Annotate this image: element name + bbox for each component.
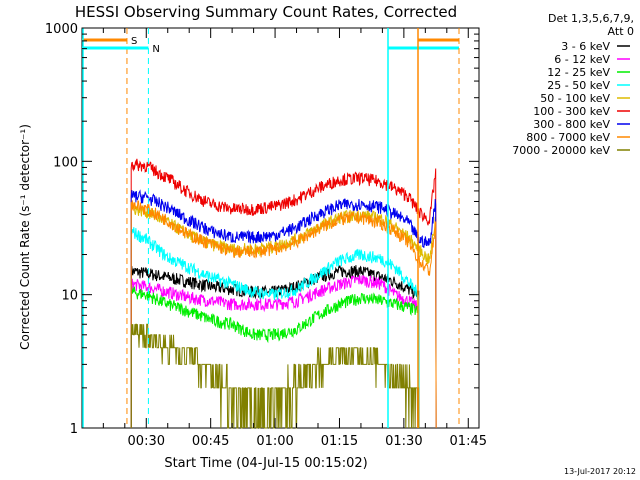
- y-tick-label: 1000: [45, 22, 78, 37]
- marker-label: S: [131, 36, 137, 47]
- y-tick-label: 1: [70, 422, 78, 437]
- plot-frame: [81, 27, 480, 429]
- y-axis-label: Corrected Count Rate (s⁻¹ detector⁻¹): [18, 124, 32, 350]
- legend-label: 7000 - 20000 keV: [512, 144, 610, 157]
- timestamp: 13-Jul-2017 20:12: [564, 467, 636, 476]
- legend-label: 25 - 50 keV: [547, 79, 610, 92]
- series-line: [130, 227, 420, 429]
- series-line: [130, 189, 437, 429]
- legend-header: Det 1,3,5,6,7,9,: [548, 12, 634, 25]
- x-tick-label: 00:45: [192, 434, 229, 449]
- x-tick-label: 01:15: [321, 434, 358, 449]
- plot-area: S N 1 10 100 1000 00:30 00:45 01:00 01:15 01:30 01:…: [45, 22, 487, 449]
- series-line: [130, 158, 437, 429]
- legend-label: 6 - 12 keV: [554, 53, 610, 66]
- x-axis-label: Start Time (04-Jul-15 00:15:02): [164, 456, 367, 471]
- x-tick-label: 01:00: [256, 434, 293, 449]
- series-line: [130, 200, 437, 429]
- legend-label: 50 - 100 keV: [540, 92, 610, 105]
- series-line: [130, 203, 437, 429]
- legend-label: 12 - 25 keV: [547, 66, 610, 79]
- y-tick-label: 100: [53, 155, 78, 170]
- legend-label: 3 - 6 keV: [561, 40, 610, 53]
- legend-label: 800 - 7000 keV: [526, 131, 610, 144]
- legend-label: 100 - 300 keV: [533, 105, 610, 118]
- legend-label: 300 - 800 keV: [533, 118, 610, 131]
- series-line: [130, 323, 420, 429]
- marker-label: N: [152, 44, 159, 55]
- series-line: [130, 285, 420, 429]
- y-tick-label: 10: [61, 289, 78, 304]
- x-tick-label: 00:30: [128, 434, 165, 449]
- series-line: [130, 274, 420, 429]
- x-tick-label: 01:30: [385, 434, 422, 449]
- x-tick-label: 01:45: [450, 434, 487, 449]
- legend-header: Att 0: [608, 25, 634, 38]
- series-line: [130, 265, 420, 429]
- chart-title: HESSI Observing Summary Count Rates, Cor…: [75, 3, 457, 21]
